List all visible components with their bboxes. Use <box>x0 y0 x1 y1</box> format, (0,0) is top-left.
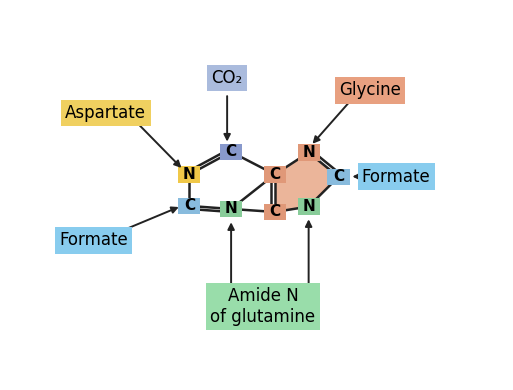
Text: N: N <box>183 167 196 182</box>
Text: Amide N
of glutamine: Amide N of glutamine <box>210 287 315 326</box>
Text: C: C <box>184 199 195 213</box>
FancyBboxPatch shape <box>264 204 286 220</box>
FancyBboxPatch shape <box>298 144 320 161</box>
FancyBboxPatch shape <box>178 198 201 214</box>
Polygon shape <box>275 152 339 212</box>
FancyBboxPatch shape <box>178 166 201 183</box>
Text: Formate: Formate <box>60 232 128 250</box>
FancyBboxPatch shape <box>220 144 242 160</box>
Text: CO₂: CO₂ <box>211 69 243 87</box>
Text: Formate: Formate <box>362 168 430 186</box>
Text: N: N <box>302 145 315 160</box>
Text: C: C <box>269 204 281 220</box>
Text: Glycine: Glycine <box>339 82 401 99</box>
FancyBboxPatch shape <box>220 201 242 217</box>
Text: N: N <box>225 202 238 216</box>
Text: Aspartate: Aspartate <box>65 104 146 122</box>
FancyBboxPatch shape <box>327 169 349 185</box>
Text: C: C <box>226 144 236 160</box>
FancyBboxPatch shape <box>264 166 286 183</box>
Text: N: N <box>302 199 315 214</box>
FancyBboxPatch shape <box>298 199 320 214</box>
Text: C: C <box>269 167 281 182</box>
Text: C: C <box>333 169 344 184</box>
